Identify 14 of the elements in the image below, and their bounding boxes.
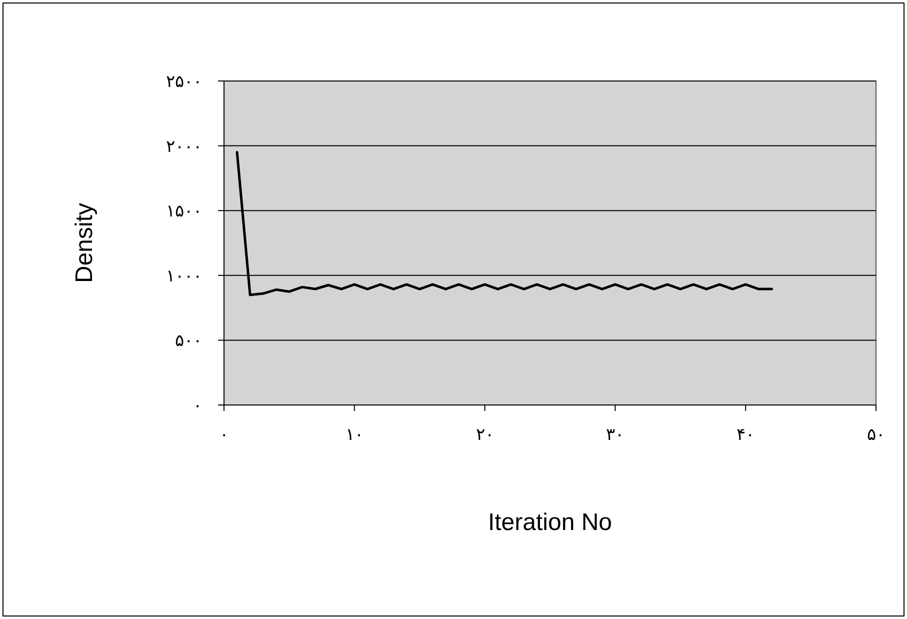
y-tick-label: ۰ xyxy=(193,396,202,415)
y-tick-label: ۱۰۰۰ xyxy=(166,266,202,286)
y-tick-label: ۵۰۰ xyxy=(175,331,202,350)
x-tick-label: ۳۰ xyxy=(606,425,624,444)
x-tick-label: ۵۰ xyxy=(867,425,885,444)
x-axis-title: Iteration No xyxy=(488,509,612,536)
x-tick-label: ۰ xyxy=(220,425,228,444)
y-tick-label: ۲۰۰۰ xyxy=(166,136,202,156)
y-axis-title: Density xyxy=(71,202,98,284)
x-tick-label: ۴۰ xyxy=(736,425,755,444)
y-tick-label: ۱۵۰۰ xyxy=(166,202,202,221)
x-tick-label: ۱۰ xyxy=(345,425,364,444)
x-tick-label: ۲۰ xyxy=(476,425,494,444)
y-tick-label: ۲۵۰۰ xyxy=(166,72,202,91)
